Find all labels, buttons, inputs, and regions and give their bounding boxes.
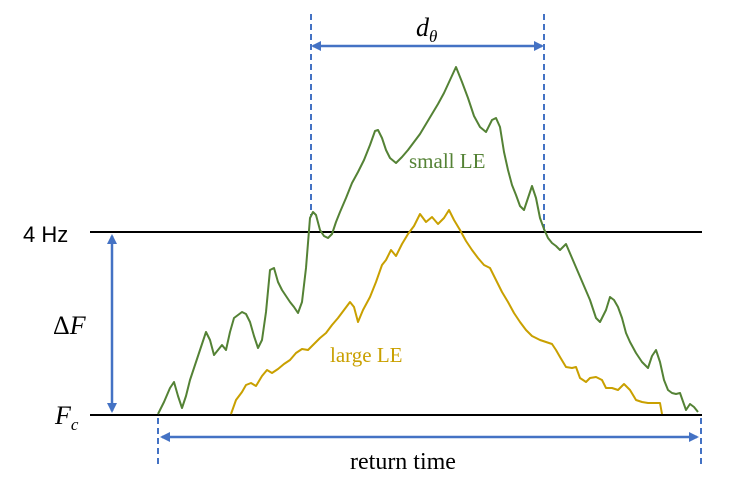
- delta-f-label: ΔF: [53, 311, 87, 340]
- small-le-curve: [157, 66, 699, 415]
- four-hz-label: 4 Hz: [23, 222, 68, 247]
- delta-symbol: Δ: [53, 311, 70, 340]
- fc-variable: F: [54, 401, 72, 430]
- fc-label: Fc: [54, 401, 79, 434]
- large-le-curve: [230, 209, 663, 415]
- d-theta-label: dθ: [416, 13, 437, 46]
- d-variable: d: [416, 13, 430, 42]
- delta-f-variable: F: [69, 311, 87, 340]
- return-time-label: return time: [350, 449, 456, 475]
- large-le-label: large LE: [330, 343, 403, 367]
- fc-subscript: c: [71, 415, 79, 434]
- d-subscript: θ: [429, 27, 437, 46]
- small-le-label: small LE: [409, 149, 485, 173]
